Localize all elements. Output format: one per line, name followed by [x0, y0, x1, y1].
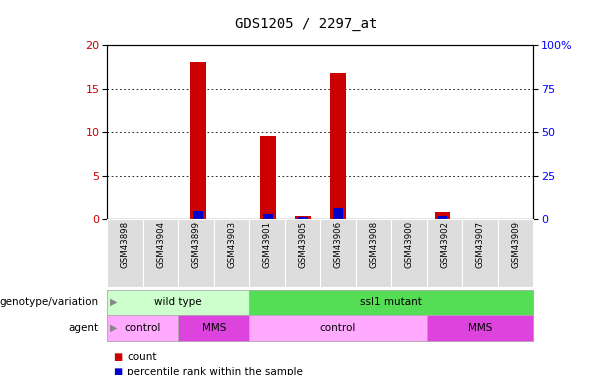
Bar — [438, 216, 447, 219]
Bar — [260, 136, 276, 219]
Bar — [330, 73, 346, 219]
Text: GSM43900: GSM43900 — [405, 221, 414, 268]
Text: GSM43909: GSM43909 — [511, 221, 520, 268]
Text: control: control — [124, 323, 161, 333]
Text: GSM43903: GSM43903 — [227, 221, 236, 268]
Bar — [295, 216, 311, 219]
Text: GSM43907: GSM43907 — [476, 221, 484, 268]
Text: GSM43908: GSM43908 — [369, 221, 378, 268]
Text: GSM43899: GSM43899 — [191, 221, 200, 268]
Bar — [435, 212, 451, 219]
Text: GSM43905: GSM43905 — [298, 221, 307, 268]
Text: count: count — [127, 352, 156, 362]
Text: ssl1 mutant: ssl1 mutant — [360, 297, 422, 307]
Text: GSM43906: GSM43906 — [333, 221, 343, 268]
Text: percentile rank within the sample: percentile rank within the sample — [127, 368, 303, 375]
Bar — [193, 211, 203, 219]
Text: MMS: MMS — [468, 323, 492, 333]
Text: genotype/variation: genotype/variation — [0, 297, 98, 307]
Text: ▶: ▶ — [110, 323, 118, 333]
Text: ▶: ▶ — [110, 297, 118, 307]
Text: wild type: wild type — [154, 297, 202, 307]
Text: ■: ■ — [113, 368, 123, 375]
Text: GSM43898: GSM43898 — [121, 221, 129, 268]
Bar — [333, 208, 343, 219]
Text: control: control — [320, 323, 356, 333]
Text: GSM43901: GSM43901 — [262, 221, 272, 268]
Text: agent: agent — [68, 323, 98, 333]
Bar — [298, 217, 308, 219]
Text: GDS1205 / 2297_at: GDS1205 / 2297_at — [235, 17, 378, 31]
Bar — [263, 214, 273, 219]
Bar — [190, 62, 206, 219]
Text: ■: ■ — [113, 352, 123, 362]
Text: GSM43904: GSM43904 — [156, 221, 165, 268]
Text: MMS: MMS — [202, 323, 226, 333]
Text: GSM43902: GSM43902 — [440, 221, 449, 268]
